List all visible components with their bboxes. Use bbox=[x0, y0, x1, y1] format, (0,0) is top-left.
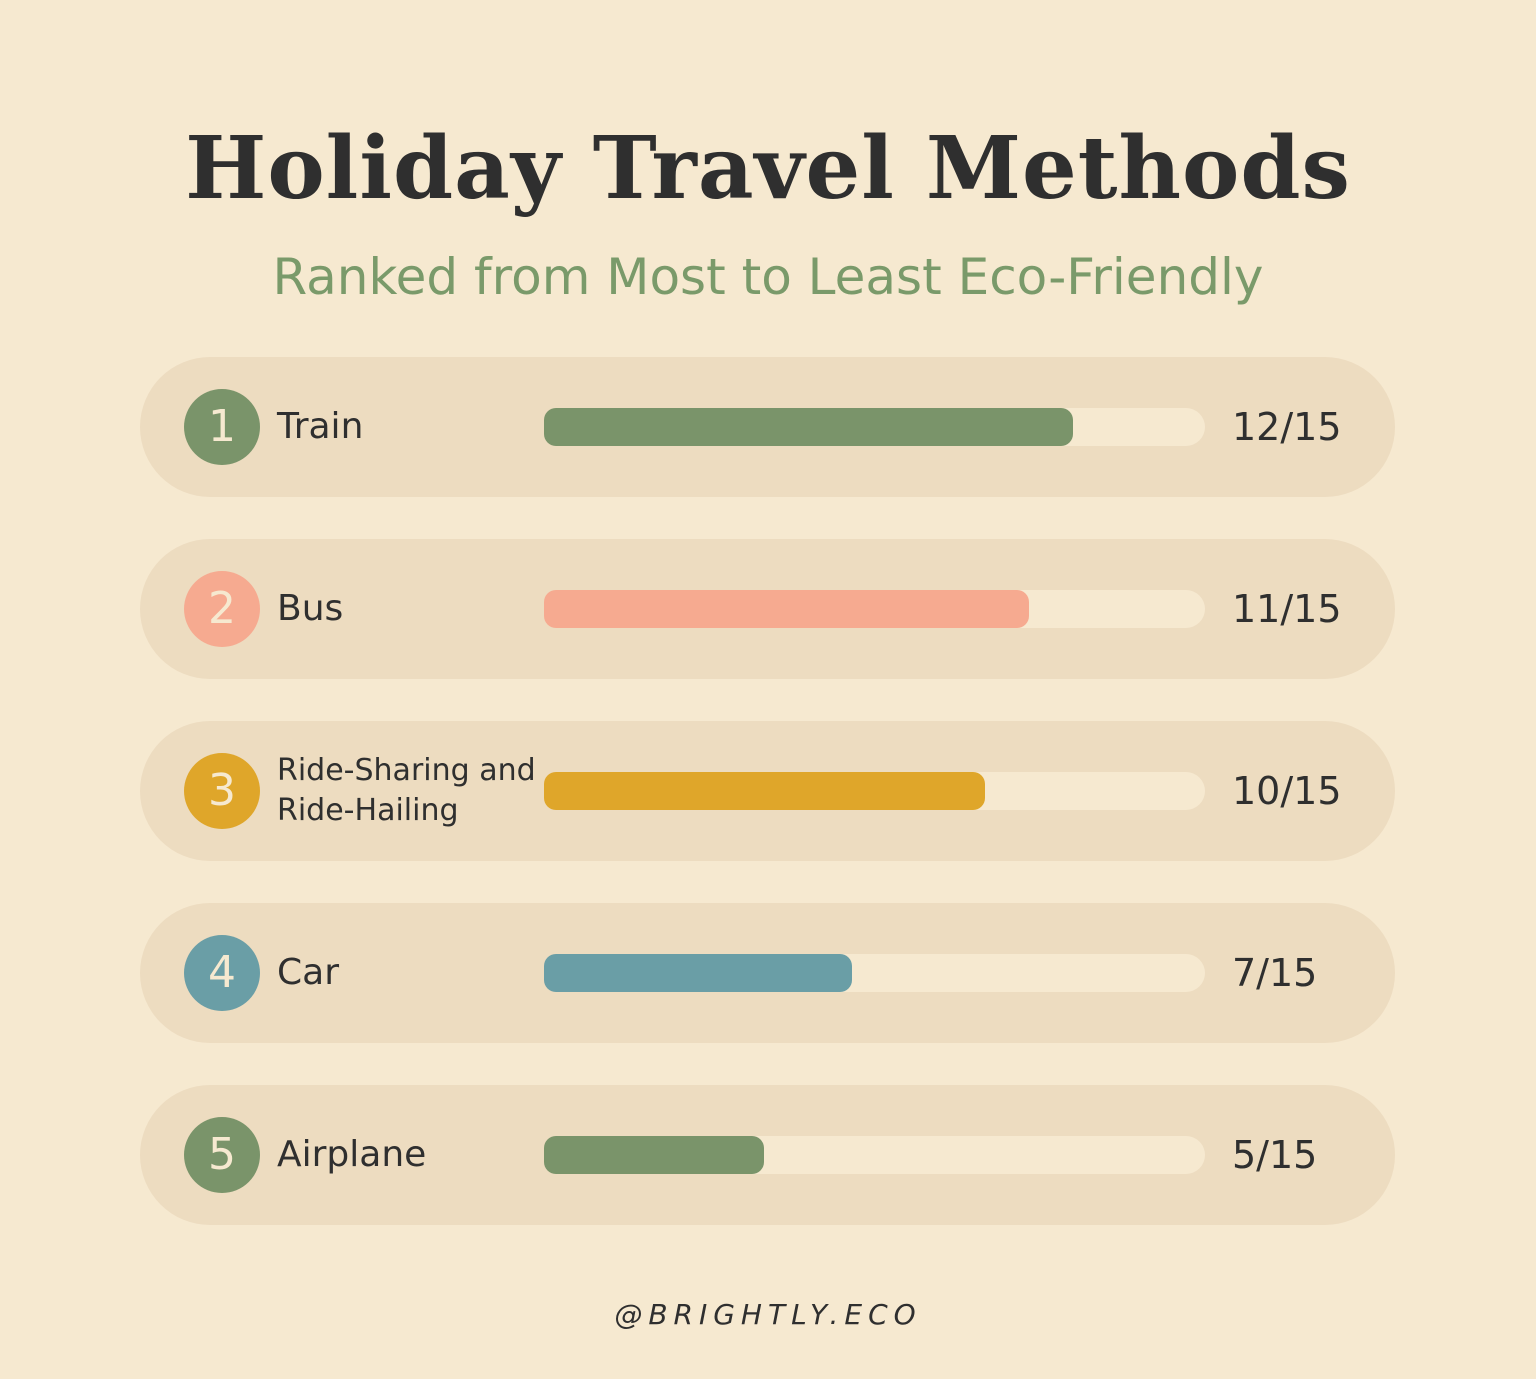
bar-track bbox=[544, 954, 1205, 992]
value-label: 7/15 bbox=[1232, 951, 1318, 995]
row-card: 3 Ride-Sharing and Ride-Hailing 10/15 bbox=[140, 721, 1395, 861]
row-card: 5 Airplane 5/15 bbox=[140, 1085, 1395, 1225]
value-label: 10/15 bbox=[1232, 769, 1342, 813]
value-label: 11/15 bbox=[1232, 587, 1342, 631]
rank-badge: 5 bbox=[184, 1117, 260, 1193]
bar bbox=[544, 408, 1073, 446]
bar bbox=[544, 772, 985, 810]
bar-track bbox=[544, 408, 1205, 446]
chart-title: Holiday Travel Methods bbox=[185, 118, 1351, 219]
category-label: Ride-Sharing and Ride-Hailing bbox=[277, 753, 536, 828]
bar-track bbox=[544, 1136, 1205, 1174]
row-card: 4 Car 7/15 bbox=[140, 903, 1395, 1043]
value-label: 5/15 bbox=[1232, 1133, 1318, 1177]
row-card: 1 Train 12/15 bbox=[140, 357, 1395, 497]
bar bbox=[544, 590, 1029, 628]
rank-badge: 3 bbox=[184, 753, 260, 829]
footer: @BRIGHTLY.ECO bbox=[614, 1298, 922, 1331]
row-card: 2 Bus 11/15 bbox=[140, 539, 1395, 679]
category-label: Car bbox=[277, 952, 339, 993]
chart-subtitle: Ranked from Most to Least Eco-Friendly bbox=[272, 248, 1264, 306]
bar-track bbox=[544, 590, 1205, 628]
bar bbox=[544, 1136, 765, 1174]
rank-badge: 4 bbox=[184, 935, 260, 1011]
value-label: 12/15 bbox=[1232, 405, 1342, 449]
category-label: Bus bbox=[277, 588, 344, 629]
bar-track bbox=[544, 772, 1205, 810]
rank-badge: 2 bbox=[184, 571, 260, 647]
category-label: Train bbox=[277, 406, 364, 447]
bar bbox=[544, 954, 853, 992]
rank-badge: 1 bbox=[184, 389, 260, 465]
category-label: Airplane bbox=[277, 1134, 427, 1175]
